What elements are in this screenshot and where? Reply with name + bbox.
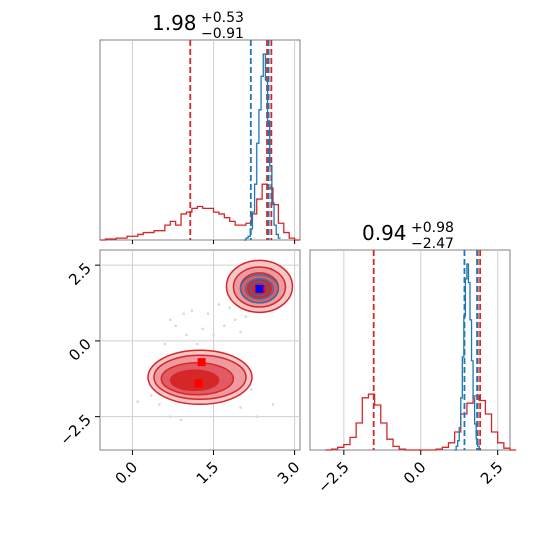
red-median-marker	[197, 358, 206, 367]
sample-point	[182, 312, 186, 315]
sample-point	[239, 406, 242, 409]
y-tick-label: 2.5	[65, 259, 95, 289]
sample-point	[190, 309, 194, 312]
red-histogram-series	[325, 393, 517, 451]
sample-point	[168, 318, 172, 321]
red-median-marker	[194, 379, 203, 388]
marginal-histogram-param-2: −2.5 0.0 2.5	[309, 249, 517, 497]
sample-point	[233, 318, 237, 321]
title-param-2: 0.94 +0.98 −2.47	[362, 220, 454, 252]
sample-point	[206, 312, 210, 315]
sample-point	[244, 315, 248, 318]
sample-point	[163, 342, 167, 346]
sample-point	[212, 333, 215, 337]
x-tick-label: 3.0	[274, 458, 304, 488]
sample-point	[174, 324, 177, 328]
sample-point	[185, 333, 188, 337]
blue-median-marker	[255, 284, 264, 293]
sample-point	[217, 303, 221, 306]
sample-point	[179, 418, 183, 421]
sample-point	[271, 403, 275, 406]
x-tick-label: −2.5	[314, 458, 352, 496]
x-tick-label: 2.5	[477, 458, 507, 488]
title-param-2-plus: +0.98	[411, 220, 454, 236]
joint-contour-panel: 0.0 1.5 3.0 −2.5 0.0 2.5	[56, 249, 304, 488]
blue-contour	[249, 281, 270, 297]
x-tick-label: 1.5	[193, 458, 223, 488]
sample-point	[201, 327, 205, 331]
title-param-2-minus: −2.47	[411, 236, 454, 252]
title-param-1-minus: −0.91	[201, 26, 244, 42]
blue-histogram-series	[454, 263, 481, 451]
sample-point	[228, 306, 232, 309]
sample-point	[250, 388, 253, 391]
title-param-1-value: 1.98	[152, 11, 197, 35]
blue-contour	[239, 274, 280, 304]
sample-point	[136, 400, 140, 403]
sample-point	[255, 415, 259, 418]
sample-point	[223, 324, 226, 328]
sample-point	[150, 394, 153, 397]
x-tick-label: 0.0	[112, 458, 142, 488]
title-param-1-plus: +0.53	[201, 10, 244, 26]
sample-point	[239, 330, 242, 334]
sample-point	[195, 342, 199, 346]
marginal-histogram-param-1	[99, 39, 301, 244]
title-param-1: 1.98 +0.53 −0.91	[152, 10, 244, 42]
title-param-2-value: 0.94	[362, 221, 407, 245]
sample-point	[158, 403, 161, 406]
blue-contour	[244, 278, 275, 300]
y-tick-label: −2.5	[56, 411, 94, 449]
x-tick-label: 0.0	[400, 458, 430, 488]
y-tick-label: 0.0	[65, 335, 95, 365]
sample-point	[168, 415, 172, 418]
